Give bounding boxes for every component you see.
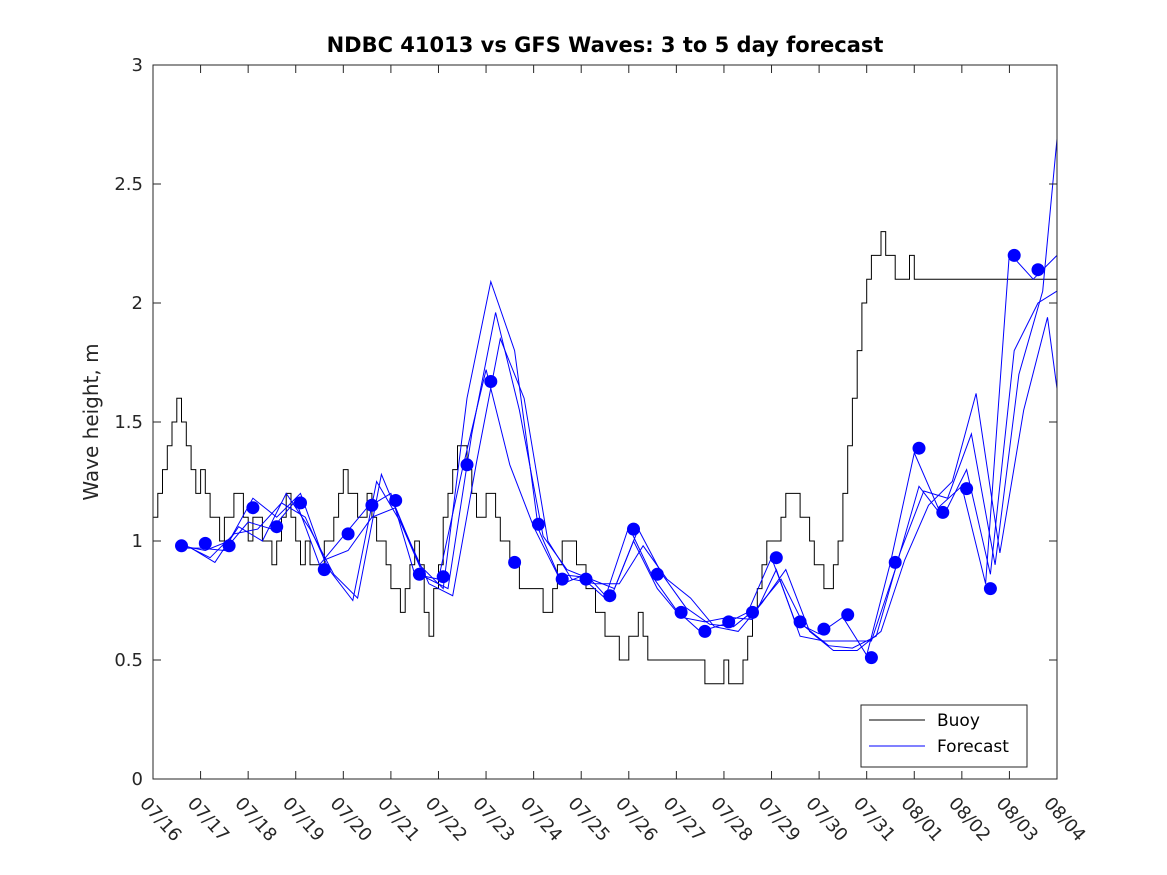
y-tick-label: 2	[132, 293, 143, 314]
y-axis-label: Wave height, m	[79, 343, 103, 500]
forecast-point	[555, 572, 569, 586]
forecast-point	[198, 536, 212, 550]
forecast-point	[698, 624, 712, 638]
forecast-point	[341, 527, 355, 541]
y-tick-label: 3	[132, 55, 143, 76]
forecast-line-3	[186, 138, 1058, 649]
forecast-point	[841, 608, 855, 622]
forecast-point	[389, 494, 403, 507]
forecast-point	[722, 615, 736, 629]
legend-forecast-label: Forecast	[937, 737, 1009, 757]
y-tick-label: 0.5	[114, 650, 143, 671]
forecast-point	[960, 482, 974, 496]
forecast-point	[650, 567, 664, 581]
forecast-line-1	[176, 251, 1058, 657]
forecast-points	[175, 248, 1045, 665]
forecast-point	[436, 570, 450, 584]
y-tick-label: 1.5	[114, 412, 143, 433]
forecast-series-group	[176, 138, 1058, 657]
forecast-point	[270, 520, 284, 534]
forecast-point	[531, 517, 545, 531]
y-tick-label: 1	[132, 531, 143, 552]
forecast-point	[936, 505, 950, 519]
y-tick-label: 0	[132, 769, 143, 790]
legend: Buoy Forecast	[860, 704, 1028, 768]
y-tick-label: 2.5	[114, 174, 143, 195]
forecast-point	[1031, 263, 1045, 277]
forecast-point	[246, 501, 260, 515]
forecast-point	[222, 539, 236, 553]
forecast-point	[412, 567, 426, 581]
forecast-point	[365, 498, 379, 512]
plot-area	[153, 65, 1057, 779]
legend-box	[860, 704, 1028, 768]
forecast-point	[175, 539, 188, 553]
forecast-line-4	[190, 317, 1058, 651]
forecast-point	[1007, 248, 1021, 262]
forecast-point	[769, 551, 783, 565]
forecast-point	[746, 605, 759, 619]
forecast-point	[912, 441, 926, 455]
forecast-point	[864, 651, 878, 665]
forecast-point	[579, 572, 593, 586]
forecast-point	[317, 563, 331, 577]
forecast-point	[460, 458, 474, 472]
forecast-point	[674, 605, 688, 619]
legend-buoy-label: Buoy	[937, 711, 980, 731]
forecast-point	[603, 589, 617, 603]
forecast-point	[508, 555, 522, 569]
forecast-point	[627, 522, 640, 536]
forecast-point	[817, 622, 831, 636]
chart-title: NDBC 41013 vs GFS Waves: 3 to 5 day fore…	[327, 33, 884, 57]
forecast-point	[888, 555, 902, 569]
forecast-point	[294, 496, 307, 510]
forecast-point	[793, 615, 807, 629]
forecast-point	[484, 375, 498, 388]
forecast-point	[983, 582, 997, 596]
